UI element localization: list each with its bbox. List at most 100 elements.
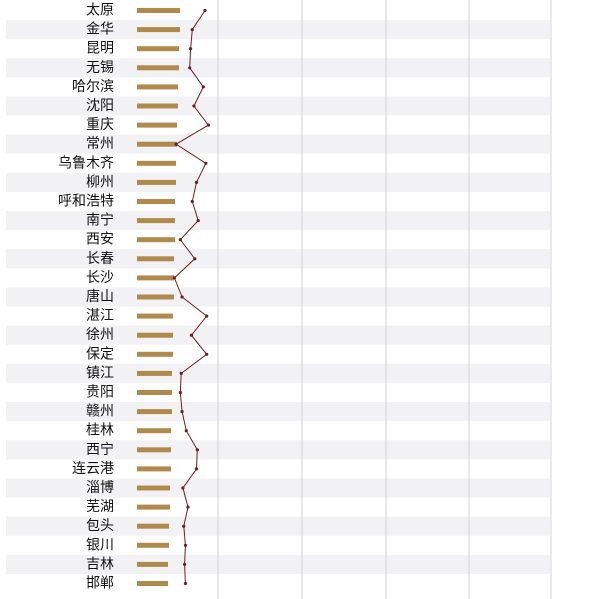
bar: [137, 275, 174, 281]
bar: [137, 428, 171, 434]
category-label: 金华: [86, 22, 114, 38]
bar: [137, 65, 179, 71]
row-stripe: [6, 172, 550, 192]
bars: [137, 8, 180, 586]
bar: [137, 141, 177, 147]
line-point: [204, 161, 208, 165]
row-stripe: [6, 20, 550, 40]
line-point: [193, 257, 197, 261]
line-point: [183, 581, 188, 586]
line-point: [194, 467, 199, 471]
bar: [137, 46, 179, 52]
row-stripe: [6, 211, 550, 231]
line-point: [178, 238, 182, 242]
line-point: [180, 295, 184, 299]
bar: [137, 256, 174, 262]
row-stripe: [6, 58, 550, 78]
bar: [137, 466, 171, 472]
category-label: 南宁: [86, 212, 114, 229]
bar: [137, 84, 178, 90]
line-point: [180, 410, 184, 414]
line-point: [184, 429, 188, 433]
category-label: 吉林: [86, 556, 114, 572]
category-label: 芜湖: [86, 498, 114, 515]
bar: [137, 390, 172, 395]
bar: [137, 485, 170, 491]
category-label: 保定: [86, 346, 114, 362]
bar: [137, 313, 173, 319]
bar: [137, 409, 172, 415]
category-label: 长沙: [86, 270, 114, 286]
city-labels: 太原金华昆明无锡哈尔滨沈阳重庆常州乌鲁木齐柳州呼和浩特南宁西安长春长沙唐山湛江徐…: [58, 3, 114, 592]
line-point: [179, 371, 183, 375]
line-point: [194, 180, 199, 184]
bar: [137, 523, 169, 529]
row-stripe: [6, 478, 550, 498]
category-label: 邯郸: [86, 576, 114, 592]
bar: [137, 122, 177, 128]
bar: [137, 218, 175, 224]
category-label: 乌鲁木齐: [58, 155, 114, 171]
row-stripe: [6, 96, 550, 116]
category-label: 徐州: [86, 327, 114, 343]
bar: [137, 504, 170, 510]
row-stripe: [6, 440, 550, 460]
bar: [137, 179, 176, 185]
category-label: 沈阳: [86, 98, 114, 114]
line-point: [178, 390, 182, 395]
line-point: [196, 219, 200, 223]
row-stripe: [6, 363, 550, 383]
row-stripe: [6, 516, 550, 536]
line-point: [174, 142, 178, 146]
bar: [137, 351, 173, 357]
bar: [137, 294, 174, 300]
line-point: [181, 486, 185, 490]
row-stripe: [6, 554, 550, 574]
bar: [137, 332, 173, 338]
row-stripe: [6, 134, 550, 154]
bar: [137, 8, 180, 13]
line-point: [172, 276, 176, 280]
category-label: 昆明: [86, 41, 114, 57]
line-point: [205, 352, 209, 356]
category-label: 柳州: [86, 173, 114, 190]
category-label: 连云港: [72, 461, 114, 477]
category-label: 呼和浩特: [58, 194, 114, 210]
bar: [137, 581, 168, 586]
bar: [137, 103, 178, 109]
bar: [137, 542, 169, 548]
bar: [137, 199, 175, 204]
category-label: 银川: [86, 537, 114, 553]
category-label: 桂林: [86, 423, 114, 439]
line-point: [183, 543, 188, 547]
line-point: [188, 66, 192, 70]
line-point: [190, 199, 194, 204]
row-stripe: [6, 402, 550, 422]
category-label: 太原: [86, 3, 114, 19]
bar: [137, 447, 171, 453]
line-point: [201, 85, 205, 89]
line-point: [190, 28, 194, 32]
row-stripe: [6, 287, 550, 307]
category-label: 常州: [86, 136, 114, 152]
bar: [137, 160, 176, 166]
row-stripes: [6, 20, 550, 574]
line-point: [205, 314, 209, 318]
bar: [137, 561, 168, 567]
bar: [137, 370, 172, 376]
category-label: 西宁: [86, 441, 114, 458]
bar: [137, 237, 175, 243]
line-point: [195, 448, 199, 452]
category-label: 湛江: [86, 308, 114, 324]
category-label: 赣州: [86, 404, 114, 420]
category-label: 重庆: [86, 117, 114, 133]
category-label: 长春: [86, 251, 114, 267]
line-point: [203, 8, 207, 13]
category-label: 西安: [86, 232, 114, 248]
category-label: 无锡: [86, 60, 114, 76]
category-label: 淄博: [86, 479, 114, 496]
line-point: [182, 524, 186, 528]
line-series: [172, 8, 210, 586]
category-label: 哈尔滨: [72, 79, 114, 95]
